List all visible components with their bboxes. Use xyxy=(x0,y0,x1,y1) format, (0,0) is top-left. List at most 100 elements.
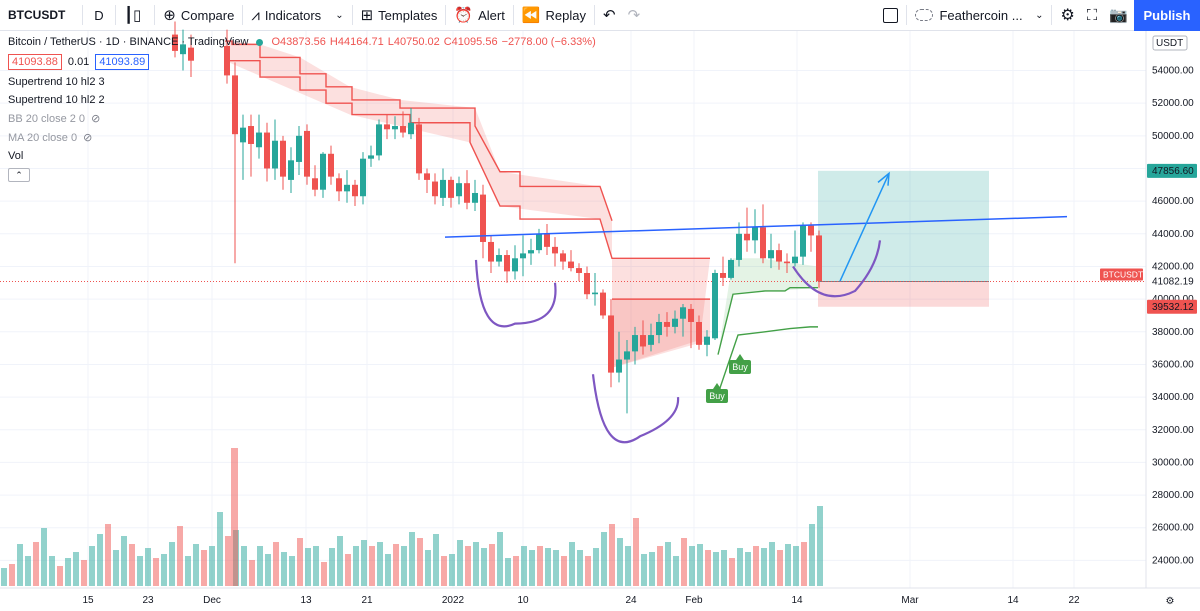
volume-bar xyxy=(545,548,551,586)
candle-body xyxy=(608,315,614,373)
volume-bar xyxy=(465,546,471,586)
candle-body xyxy=(248,126,254,144)
buy-signal-1-arrow xyxy=(713,383,721,389)
target-price-label: 47856.60 xyxy=(1152,166,1194,177)
indicator-bb[interactable]: BB 20 close 2 0 ⊘ xyxy=(8,112,596,126)
price-tick-label: 50000.00 xyxy=(1152,131,1194,142)
volume-bar xyxy=(289,556,295,586)
layout-name-button[interactable]: Feathercoin ... ⌄ xyxy=(909,0,1049,31)
time-tick-label: Dec xyxy=(203,595,221,606)
indicator-supertrend-2[interactable]: Supertrend 10 hl2 2 xyxy=(8,94,596,106)
indicator-vol[interactable]: Vol xyxy=(8,150,596,162)
publish-button[interactable]: Publish xyxy=(1134,0,1200,31)
supertrend-3-line xyxy=(225,40,613,221)
volume-bar xyxy=(649,552,655,586)
candle-body xyxy=(440,179,446,198)
indicator-supertrend-3[interactable]: Supertrend 10 hl2 3 xyxy=(8,76,596,88)
supertrend-green-line xyxy=(717,286,818,355)
volume-bar xyxy=(265,554,271,586)
volume-bars xyxy=(1,448,823,586)
indicator-label: BB 20 close 2 0 xyxy=(8,112,86,125)
toolbar-divider xyxy=(512,5,514,25)
indicator-ma[interactable]: MA 20 close 0 ⊘ xyxy=(8,131,596,145)
alert-button[interactable]: ⏰ Alert xyxy=(448,0,510,31)
time-tick-label: 10 xyxy=(517,595,529,606)
volume-bar xyxy=(1,568,7,586)
volume-bar xyxy=(681,538,687,586)
templates-label: Templates xyxy=(378,7,438,23)
volume-bar xyxy=(705,550,711,586)
eye-hidden-icon[interactable]: ⊘ xyxy=(83,132,93,144)
undo-button[interactable]: ↶ xyxy=(597,0,622,31)
time-axis[interactable]: 15 23 Dec 13 21 2022 10 24 Feb 14 Mar 14 22 ⚙ xyxy=(0,587,1200,607)
plus-circle-icon: ⊕ xyxy=(163,7,176,24)
interval-button[interactable]: D xyxy=(94,7,104,23)
settings-button[interactable]: ⚙ xyxy=(1054,0,1080,31)
chart-type-button[interactable]: ┃▯ xyxy=(118,0,152,31)
time-tick-label: Mar xyxy=(901,595,919,606)
candle-body xyxy=(504,255,510,272)
trendline-neckline xyxy=(444,215,1068,238)
toolbar-divider xyxy=(154,5,156,25)
candle-body xyxy=(344,184,350,192)
toolbar-divider xyxy=(351,5,353,25)
candle-body xyxy=(296,135,302,162)
toolbar-divider xyxy=(906,5,908,25)
templates-button[interactable]: ⊞ Templates xyxy=(355,0,444,31)
candle-body xyxy=(288,160,294,180)
candle-body xyxy=(224,46,230,76)
volume-bar xyxy=(231,448,238,586)
candle-body xyxy=(584,272,590,295)
candlesticks xyxy=(172,21,822,414)
indicator-label: MA 20 close 0 xyxy=(8,131,78,144)
volume-bar xyxy=(89,546,95,586)
volume-bar xyxy=(561,556,567,586)
symbol-search[interactable]: BTCUSDT xyxy=(8,8,66,22)
volume-bar xyxy=(601,532,607,586)
volume-bar xyxy=(697,544,703,586)
volume-bar xyxy=(73,552,79,586)
candle-body xyxy=(188,47,194,61)
candle-body xyxy=(768,250,774,259)
multi-chart-layout-button[interactable] xyxy=(877,0,904,31)
price-axis[interactable]: 54000.0052000.0050000.0048000.0046000.00… xyxy=(1100,31,1200,588)
collapse-legend-button[interactable]: ⌃ xyxy=(8,168,30,182)
redo-button[interactable]: ↷ xyxy=(622,0,647,31)
sell-price-button[interactable]: 41093.88 xyxy=(8,54,62,70)
candle-body xyxy=(360,158,366,197)
layout-name-label: Feathercoin ... xyxy=(939,7,1023,23)
fullscreen-button[interactable]: ⛶ xyxy=(1081,0,1104,31)
candle-body xyxy=(376,124,382,156)
buy-price-button[interactable]: 41093.89 xyxy=(95,54,150,70)
buy-signal-2-arrow xyxy=(736,354,744,360)
volume-bar xyxy=(553,550,559,586)
candle-body xyxy=(528,250,534,254)
candle-body xyxy=(424,173,430,180)
drawings[interactable] xyxy=(444,171,1068,444)
toolbar-divider xyxy=(593,5,595,25)
volume-bar xyxy=(105,524,111,586)
candle-body xyxy=(808,225,814,236)
time-tick-label: 13 xyxy=(300,595,312,606)
compare-button[interactable]: ⊕ Compare xyxy=(157,0,240,31)
volume-bar xyxy=(193,544,199,586)
indicator-label: Vol xyxy=(8,150,24,162)
replay-button[interactable]: ⏪ Replay xyxy=(516,0,592,31)
position-target-zone xyxy=(818,170,989,282)
last-price-label-box xyxy=(1147,274,1197,289)
volume-bar xyxy=(353,546,359,586)
volume-bar xyxy=(97,534,103,586)
indicators-button[interactable]: ⩘ Indicators ⌄ xyxy=(245,0,349,31)
snapshot-button[interactable]: 📷 xyxy=(1103,0,1134,31)
axis-settings-gear-icon: ⚙ xyxy=(1166,596,1175,607)
symbol-price-tag: BTCUSDT xyxy=(1103,269,1143,279)
candle-body xyxy=(272,140,278,169)
volume-bar xyxy=(577,550,583,586)
eye-hidden-icon[interactable]: ⊘ xyxy=(91,113,101,125)
volume-bar xyxy=(329,548,335,586)
volume-bar xyxy=(121,536,127,586)
toolbar-divider xyxy=(445,5,447,25)
volume-bar xyxy=(273,542,279,586)
volume-bar xyxy=(801,542,807,586)
